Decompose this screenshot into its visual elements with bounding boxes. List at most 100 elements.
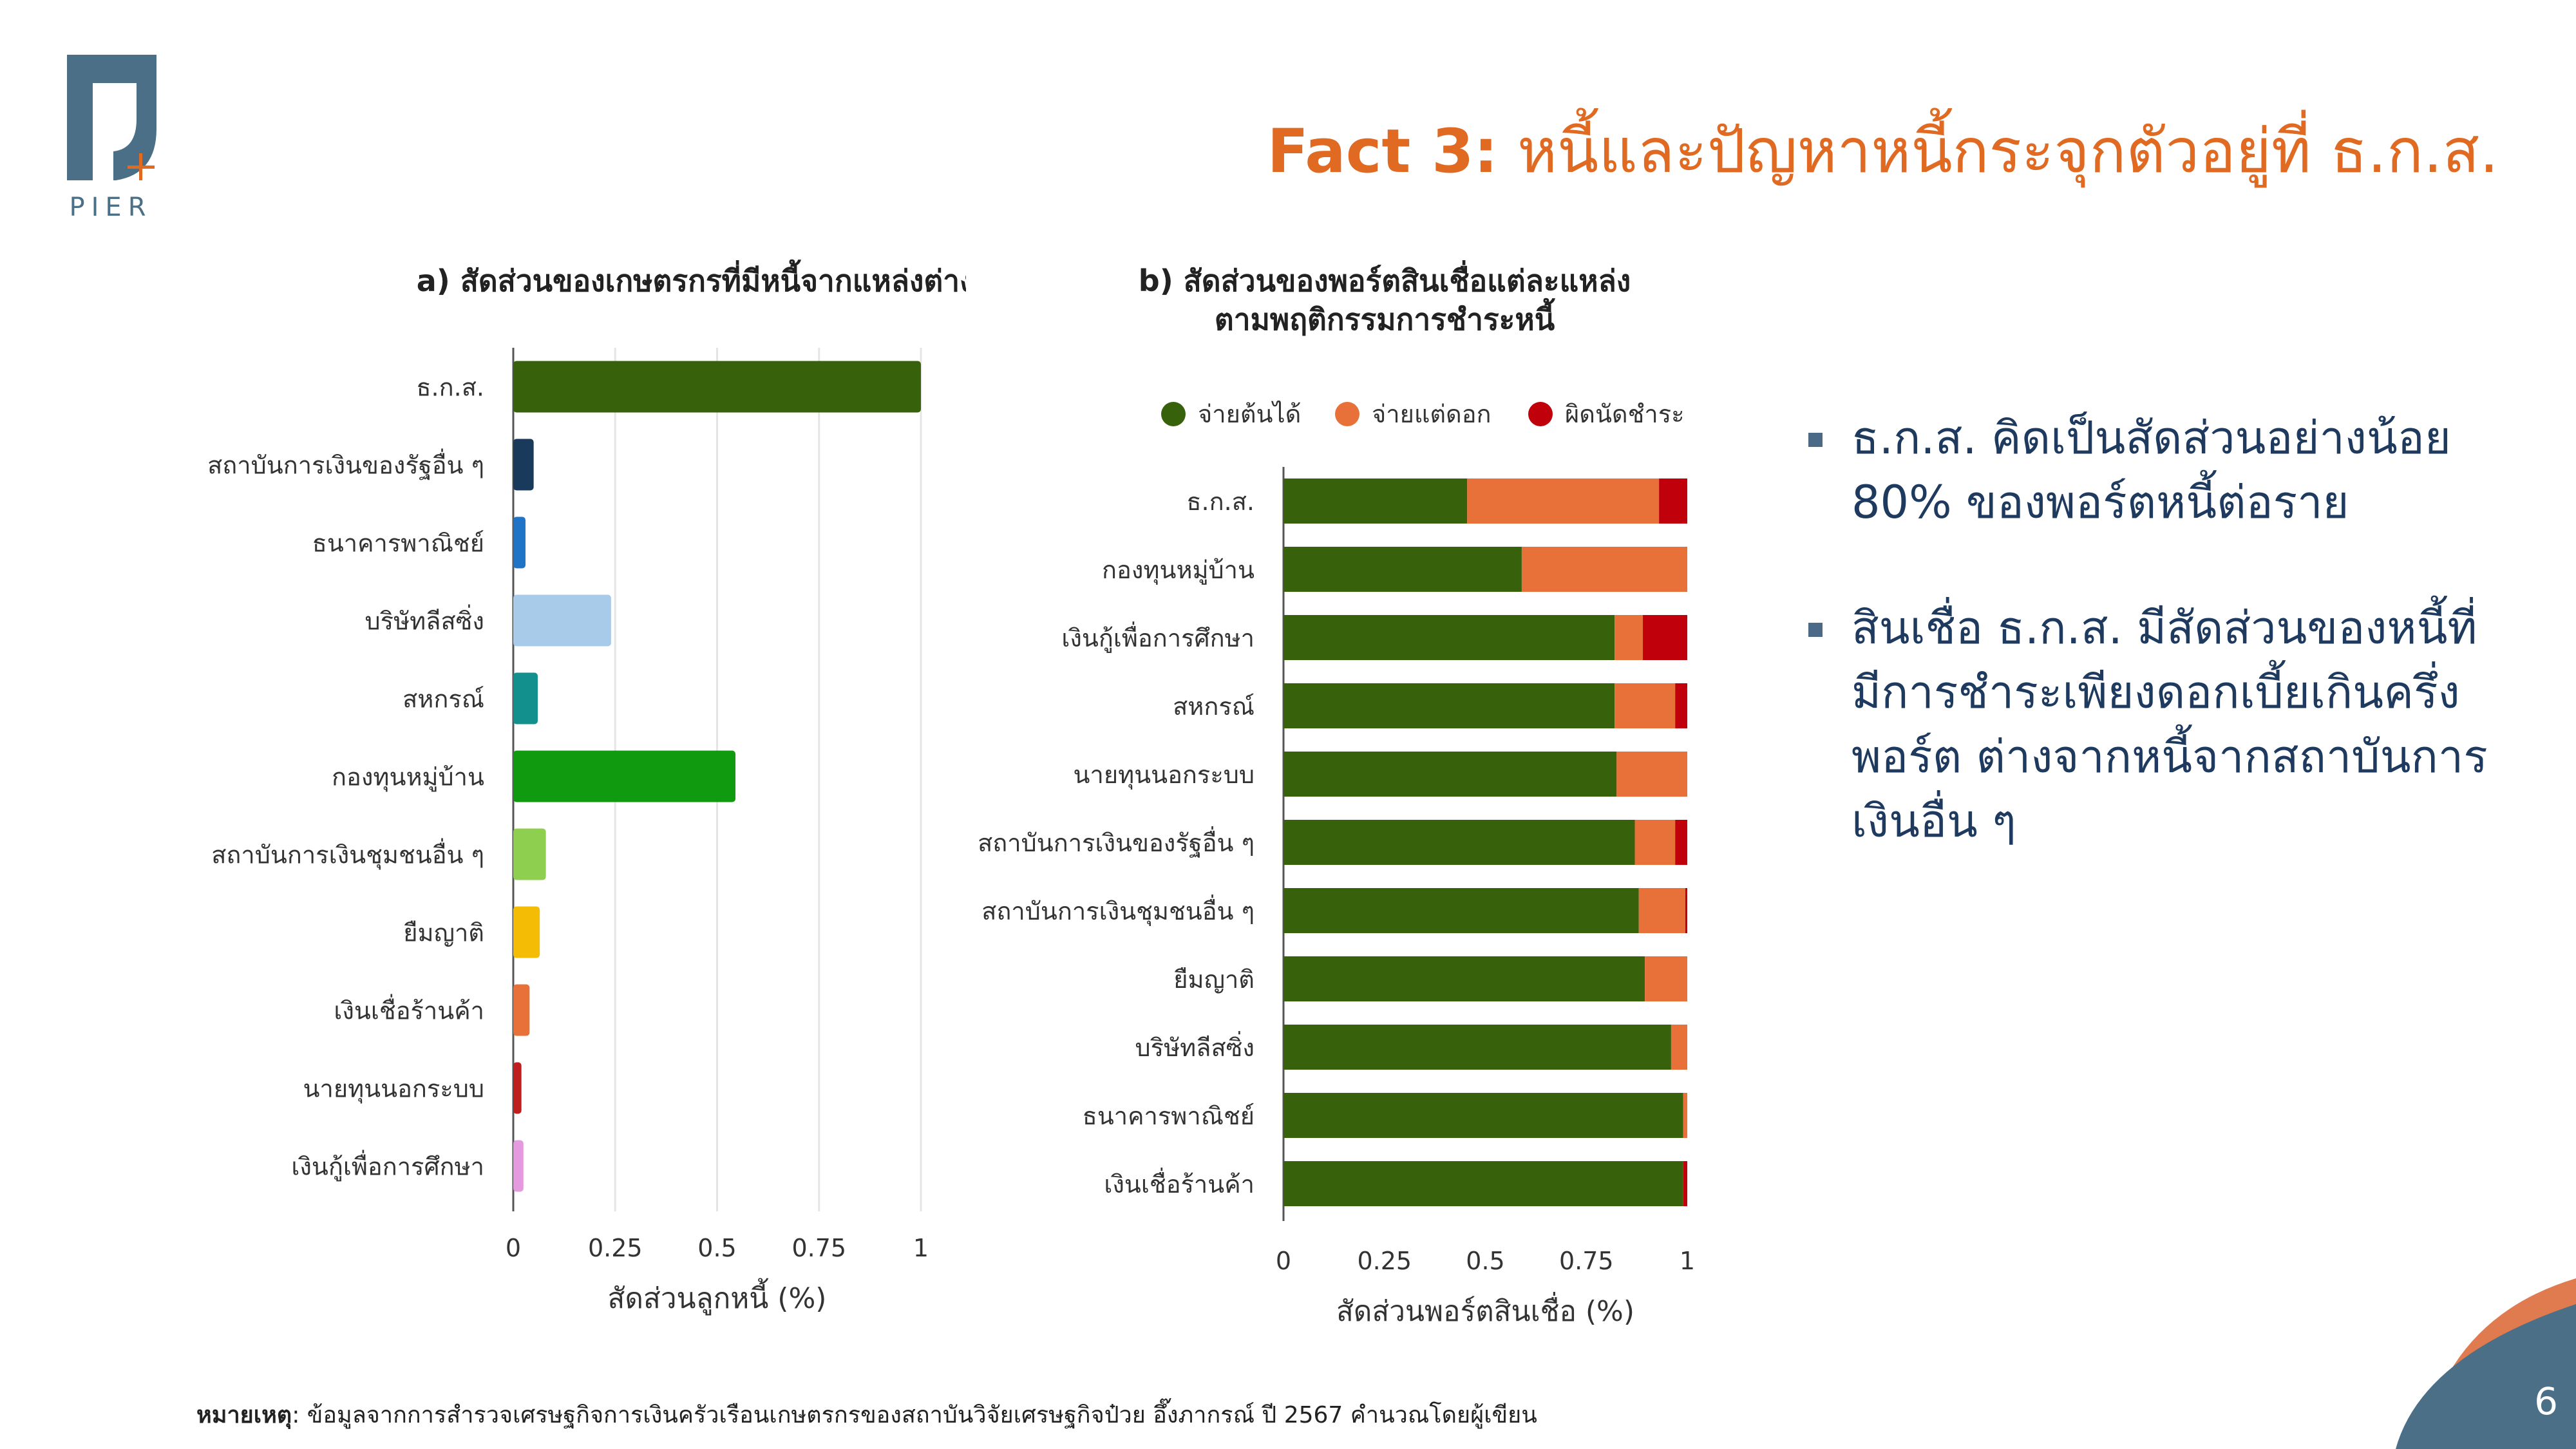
chart-b-category-label: ธ.ก.ส.: [1186, 488, 1255, 516]
chart-b-x-tick: 0.25: [1357, 1247, 1412, 1275]
chart-b-bar-segment: [1521, 547, 1687, 592]
chart-a-bar: [513, 750, 735, 802]
chart-a-bar: [513, 516, 526, 569]
chart-b-category-label: ธนาคารพาณิชย์: [1083, 1102, 1255, 1130]
bullet-item: สินเชื่อ ธ.ก.ส. มีสัดส่วนของหนี้ที่มีการ…: [1803, 596, 2499, 853]
chart-b-bar-segment: [1615, 683, 1676, 728]
chart-a-x-label: สัดส่วนลูกหนี้ (%): [608, 1278, 827, 1316]
logo-text: PIER: [70, 193, 153, 222]
chart-b-x-tick: 0: [1276, 1247, 1291, 1275]
chart-a-bar: [513, 439, 534, 491]
page-number: 6: [2534, 1379, 2558, 1423]
chart-a-category-label: นายทุนนอกระบบ: [303, 1075, 484, 1104]
chart-b-bar-segment: [1283, 1161, 1683, 1206]
chart-a-bar: [513, 984, 530, 1036]
chart-b-legend-marker: [1528, 402, 1553, 426]
chart-a-category-label: เงินกู้เพื่อการศึกษา: [291, 1150, 484, 1182]
chart-b-category-label: นายทุนนอกระบบ: [1074, 761, 1255, 790]
chart-b-bar-segment: [1283, 752, 1617, 797]
chart-b-legend-marker: [1161, 402, 1186, 426]
chart-a-category-label: บริษัทลีสซิ่ง: [365, 605, 484, 636]
bullet-text: สินเชื่อ ธ.ก.ส. มีสัดส่วนของหนี้ที่มีการ…: [1852, 601, 2488, 848]
footnote-label: หมายเหตุ: [196, 1402, 292, 1428]
chart-b-bar-segment: [1671, 1025, 1687, 1070]
plus-icon-v: [139, 153, 142, 180]
chart-b-category-label: สหกรณ์: [1173, 692, 1255, 721]
chart-b-category-label: กองทุนหมู่บ้าน: [1102, 556, 1255, 585]
title-prefix: Fact 3:: [1267, 117, 1499, 187]
pier-logo-icon: [67, 55, 156, 180]
bullet-square-icon: [1808, 623, 1823, 637]
chart-b-bar-segment: [1675, 820, 1687, 865]
chart-a-title: a) สัดส่วนของเกษตรกรที่มีหนี้จากแหล่งต่า…: [417, 259, 966, 298]
chart-b-category-label: เงินเชื่อร้านค้า: [1104, 1168, 1255, 1198]
chart-b-bar-segment: [1643, 615, 1687, 660]
chart-a-category-label: ธนาคารพาณิชย์: [312, 529, 484, 558]
chart-b-bar-segment: [1283, 888, 1639, 933]
chart-b-bar-segment: [1683, 1161, 1687, 1206]
chart-b-legend-marker: [1335, 402, 1359, 426]
chart-a-category-label: ธ.ก.ส.: [416, 374, 484, 402]
chart-b-bar-segment: [1659, 478, 1687, 524]
chart-a-category-label: เงินเชื่อร้านค้า: [334, 994, 484, 1025]
pier-logo: PIER: [67, 55, 156, 222]
chart-b-bar-segment: [1638, 888, 1685, 933]
chart-b-bar-segment: [1283, 615, 1615, 660]
chart-a-bar: [513, 594, 611, 647]
chart-b-bar-segment: [1283, 1093, 1683, 1138]
chart-b-bar-segment: [1685, 888, 1687, 933]
chart-b-title: ตามพฤติกรรมการชำระหนี้: [1215, 298, 1556, 337]
chart-a-bar: [513, 672, 538, 724]
chart-b-category-label: บริษัทลีสซิ่ง: [1135, 1031, 1255, 1062]
chart-b-legend-label: ผิดนัดชำระ: [1565, 400, 1685, 428]
chart-b-bar-segment: [1283, 683, 1615, 728]
chart-b-legend-label: จ่ายต้นได้: [1198, 400, 1301, 428]
chart-b-bar-segment: [1634, 820, 1676, 865]
chart-a-x-tick: 1: [913, 1234, 929, 1262]
chart-b-category-label: สถาบันการเงินของรัฐอื่น ๆ: [978, 826, 1255, 858]
chart-a-x-tick: 0.25: [588, 1234, 643, 1262]
corner-decoration: [2396, 1278, 2576, 1449]
chart-b-category-label: เงินกู้เพื่อการศึกษา: [1061, 621, 1255, 653]
chart-b-bar-segment: [1675, 683, 1687, 728]
chart-b-title: b) สัดส่วนของพอร์ตสินเชื่อแต่ละแหล่ง: [1139, 260, 1631, 298]
chart-a-bar: [513, 828, 546, 880]
chart-b: b) สัดส่วนของพอร์ตสินเชื่อแต่ละแหล่งตามพ…: [978, 260, 1695, 1328]
chart-a-x-tick: 0: [506, 1234, 521, 1262]
chart-b-x-label: สัดส่วนพอร์ตสินเชื่อ (%): [1336, 1291, 1634, 1328]
chart-a-bar: [513, 1062, 522, 1114]
chart-b-x-tick: 0.75: [1559, 1247, 1614, 1275]
chart-b-bar-segment: [1283, 1025, 1671, 1070]
corner-blue-shape: [2396, 1304, 2576, 1449]
chart-a-bar: [513, 361, 921, 413]
chart-b-bar-segment: [1283, 956, 1645, 1001]
chart-a-category-label: สถาบันการเงินชุมชนอื่น ๆ: [211, 838, 484, 870]
chart-a-x-tick: 0.75: [791, 1234, 846, 1262]
chart-b-bar-segment: [1283, 478, 1468, 524]
slide-title: Fact 3: หนี้และปัญหาหนี้กระจุกตัวอยู่ที่…: [1267, 103, 2499, 199]
chart-b-category-label: สถาบันการเงินชุมชนอื่น ๆ: [981, 895, 1255, 926]
chart-b-x-tick: 0.5: [1466, 1247, 1504, 1275]
chart-b-bar-segment: [1467, 478, 1660, 524]
footnote-text: : ข้อมูลจากการสำรวจเศรษฐกิจการเงินครัวเร…: [292, 1402, 1537, 1428]
title-text: หนี้และปัญหาหนี้กระจุกตัวอยู่ที่ ธ.ก.ส.: [1517, 117, 2499, 187]
footnote: หมายเหตุ: ข้อมูลจากการสำรวจเศรษฐกิจการเง…: [196, 1396, 1537, 1433]
chart-b-bar-segment: [1283, 820, 1635, 865]
chart-a-bar: [513, 906, 540, 958]
chart-a-x-tick: 0.5: [697, 1234, 736, 1262]
chart-b-bar-segment: [1616, 752, 1687, 797]
chart-b-category-label: ยืมญาติ: [1173, 965, 1255, 994]
chart-a-category-label: สถาบันการเงินของรัฐอื่น ๆ: [207, 449, 484, 480]
chart-a-category-label: กองทุนหมู่บ้าน: [332, 763, 484, 792]
chart-a: a) สัดส่วนของเกษตรกรที่มีหนี้จากแหล่งต่า…: [207, 259, 966, 1316]
chart-b-bar-segment: [1645, 956, 1687, 1001]
bullet-list: ธ.ก.ส. คิดเป็นสัดส่วนอย่างน้อย 80% ของพอ…: [1803, 406, 2499, 914]
chart-b-legend-label: จ่ายแต่ดอก: [1372, 400, 1492, 428]
chart-a-category-label: สหกรณ์: [402, 685, 484, 714]
bullet-square-icon: [1808, 433, 1823, 447]
chart-a-category-label: ยืมญาติ: [403, 919, 484, 947]
bullet-text: ธ.ก.ส. คิดเป็นสัดส่วนอย่างน้อย 80% ของพอ…: [1852, 412, 2451, 529]
chart-b-x-tick: 1: [1680, 1247, 1695, 1275]
bullet-item: ธ.ก.ส. คิดเป็นสัดส่วนอย่างน้อย 80% ของพอ…: [1803, 406, 2499, 535]
chart-a-bar: [513, 1140, 524, 1192]
